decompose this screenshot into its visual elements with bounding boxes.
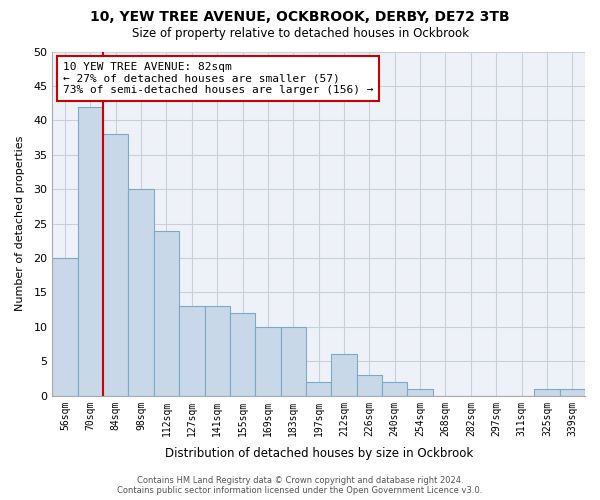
Bar xyxy=(52,258,77,396)
Bar xyxy=(230,313,255,396)
Text: Size of property relative to detached houses in Ockbrook: Size of property relative to detached ho… xyxy=(131,28,469,40)
Bar xyxy=(357,375,382,396)
Bar xyxy=(255,327,281,396)
Bar xyxy=(77,106,103,396)
Bar xyxy=(382,382,407,396)
X-axis label: Distribution of detached houses by size in Ockbrook: Distribution of detached houses by size … xyxy=(164,447,473,460)
Bar xyxy=(205,306,230,396)
Text: Contains HM Land Registry data © Crown copyright and database right 2024.
Contai: Contains HM Land Registry data © Crown c… xyxy=(118,476,482,495)
Bar xyxy=(407,389,433,396)
Y-axis label: Number of detached properties: Number of detached properties xyxy=(15,136,25,312)
Bar xyxy=(154,230,179,396)
Bar xyxy=(534,389,560,396)
Text: 10 YEW TREE AVENUE: 82sqm
← 27% of detached houses are smaller (57)
73% of semi-: 10 YEW TREE AVENUE: 82sqm ← 27% of detac… xyxy=(63,62,373,95)
Bar xyxy=(331,354,357,396)
Bar xyxy=(281,327,306,396)
Text: 10, YEW TREE AVENUE, OCKBROOK, DERBY, DE72 3TB: 10, YEW TREE AVENUE, OCKBROOK, DERBY, DE… xyxy=(90,10,510,24)
Bar xyxy=(560,389,585,396)
Bar xyxy=(103,134,128,396)
Bar xyxy=(179,306,205,396)
Bar xyxy=(306,382,331,396)
Bar xyxy=(128,189,154,396)
